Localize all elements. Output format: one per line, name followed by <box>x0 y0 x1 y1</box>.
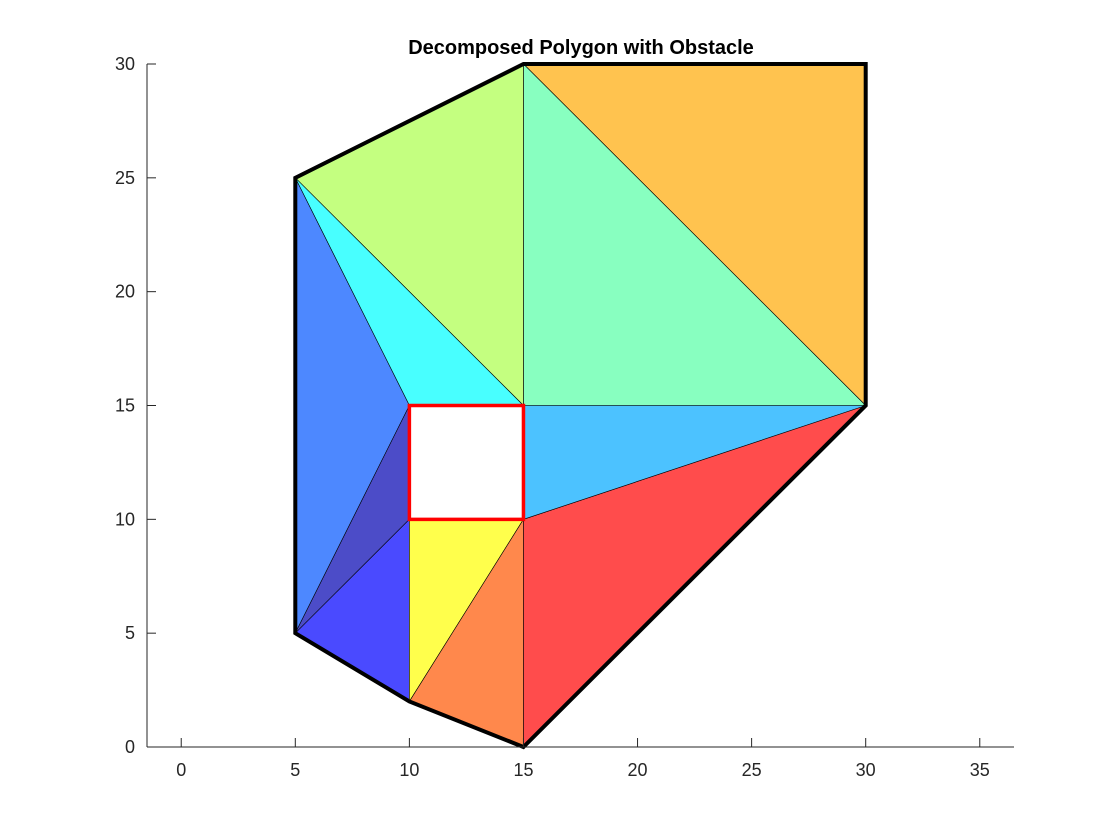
x-tick-label: 35 <box>970 760 990 780</box>
y-tick-label: 10 <box>115 509 135 529</box>
obstacle-boundary <box>407 403 526 522</box>
y-tick-label: 15 <box>115 396 135 416</box>
x-tick-label: 20 <box>628 760 648 780</box>
outer-boundary <box>293 62 868 750</box>
outline-layer <box>293 62 868 750</box>
y-tick-label: 0 <box>125 737 135 757</box>
x-tick-label: 10 <box>399 760 419 780</box>
x-tick-label: 0 <box>176 760 186 780</box>
y-tick-label: 25 <box>115 168 135 188</box>
y-tick-label: 30 <box>115 54 135 74</box>
y-tick-label: 20 <box>115 282 135 302</box>
x-tick-label: 30 <box>856 760 876 780</box>
x-tick-label: 25 <box>742 760 762 780</box>
x-tick-label: 15 <box>513 760 533 780</box>
obstacle-interior <box>409 405 524 520</box>
x-tick-label: 5 <box>290 760 300 780</box>
y-tick-label: 5 <box>125 623 135 643</box>
axes-layer: 0 5 10 15 20 25 30 35 0 5 10 15 20 25 30 <box>115 54 1014 780</box>
chart-title: Decomposed Polygon with Obstacle <box>408 37 754 59</box>
